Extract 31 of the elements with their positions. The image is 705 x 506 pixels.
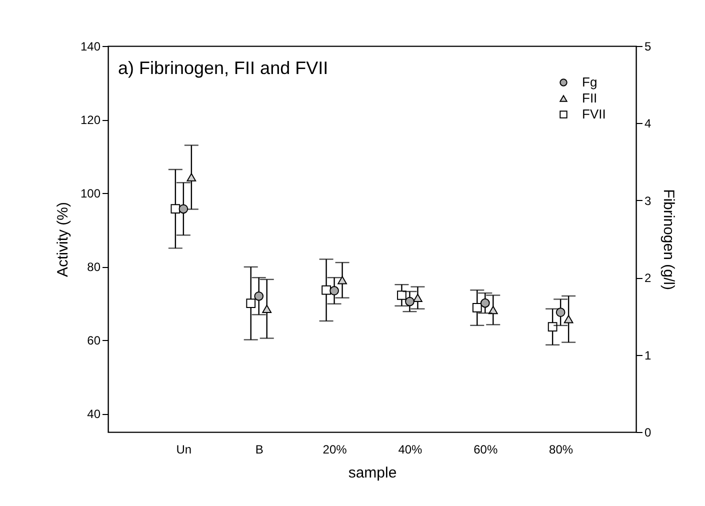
- point: [556, 308, 566, 318]
- y-tick-label: 120: [80, 113, 101, 128]
- text: a) Fibrinogen, FII and FVII: [118, 58, 328, 78]
- y-tick-label: 140: [80, 40, 101, 54]
- point: [178, 204, 188, 214]
- legend-label: FVII: [582, 106, 606, 122]
- x-tick-label: Un: [176, 442, 192, 456]
- point: [405, 296, 414, 306]
- legend-label: FII: [582, 90, 598, 106]
- y-tick-label: 60: [87, 334, 101, 348]
- y2-tick-label: 5: [644, 40, 652, 54]
- point: [480, 298, 490, 308]
- x-axis-title: sample: [348, 464, 397, 482]
- y-tick-label: 100: [80, 186, 101, 201]
- y2-tick-label: 4: [644, 116, 652, 131]
- y2-axis-title: Fibrinogen (g/l): [660, 189, 678, 290]
- legend-label: Fg: [582, 74, 598, 90]
- x-tick-label: 40%: [398, 442, 423, 456]
- point: [254, 291, 264, 301]
- y2-tick-label: 0: [644, 426, 652, 440]
- x-tick-label: 20%: [322, 442, 348, 456]
- y2-tick-label: 2: [644, 271, 652, 286]
- x-tick-label: B: [255, 442, 264, 456]
- point: [330, 286, 339, 296]
- x-tick-label: 80%: [549, 442, 574, 456]
- y-axis-title: Activity (%): [54, 202, 72, 277]
- y2-tick-label: 3: [644, 194, 652, 208]
- y-tick-label: 40: [87, 407, 101, 422]
- y2-tick-label: 1: [644, 348, 652, 362]
- x-tick-label: 60%: [474, 442, 498, 456]
- y-tick-label: 80: [87, 260, 101, 274]
